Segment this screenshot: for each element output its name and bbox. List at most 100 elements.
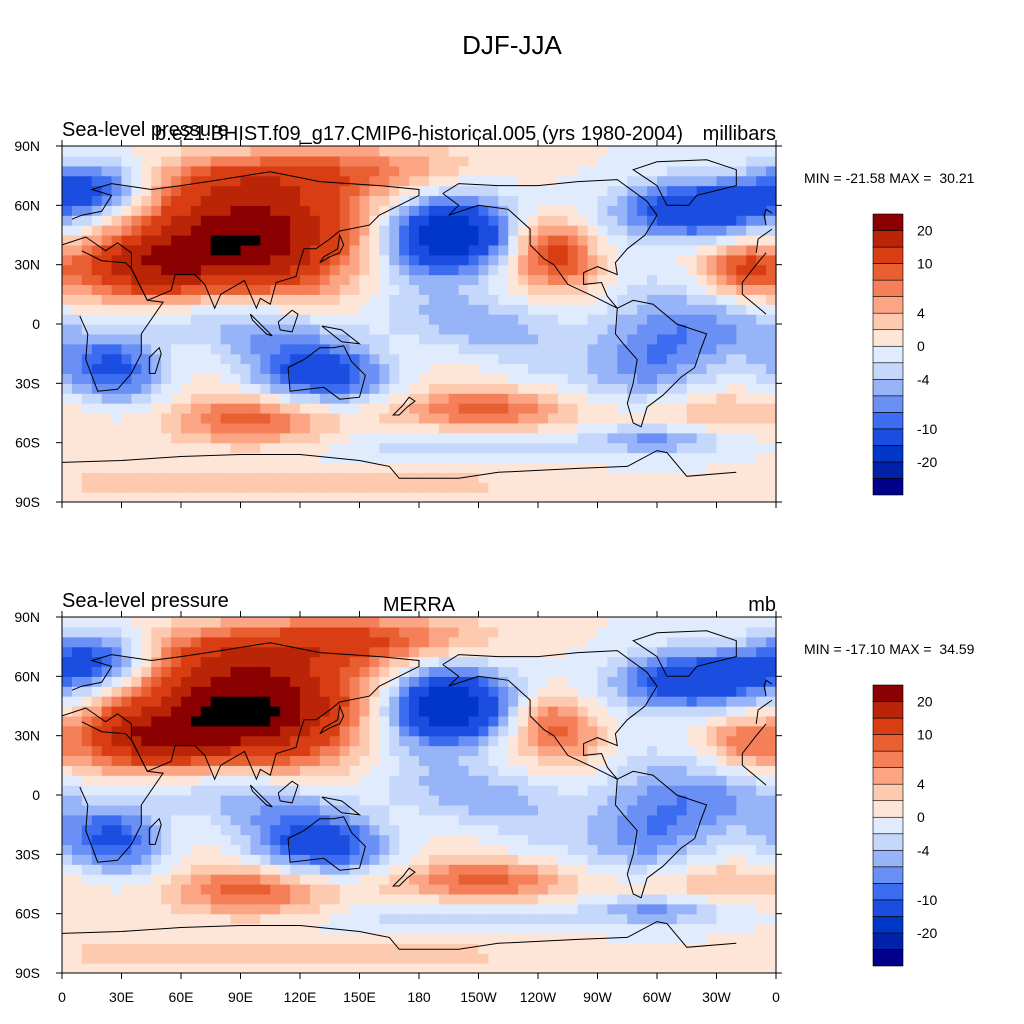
field-cell bbox=[359, 874, 371, 885]
field-cell bbox=[62, 482, 73, 493]
field-cell bbox=[627, 343, 638, 355]
field-cell bbox=[369, 442, 380, 454]
field-cell bbox=[597, 244, 609, 256]
field-cell bbox=[647, 676, 658, 687]
field-cell bbox=[607, 893, 618, 905]
field-cell bbox=[617, 696, 628, 707]
field-cell bbox=[607, 205, 618, 216]
field-cell bbox=[488, 706, 499, 717]
field-cell bbox=[488, 686, 499, 697]
field-cell bbox=[270, 913, 281, 925]
field-cell bbox=[508, 146, 519, 157]
field-cell bbox=[230, 834, 242, 846]
field-cell bbox=[369, 185, 380, 197]
field-cell bbox=[419, 413, 430, 424]
field-cell bbox=[528, 264, 539, 276]
field-cell bbox=[597, 785, 609, 796]
field-cell bbox=[657, 363, 668, 375]
field-cell bbox=[250, 666, 261, 677]
field-cell bbox=[518, 755, 529, 766]
field-cell bbox=[676, 715, 688, 727]
field-cell bbox=[518, 235, 529, 246]
field-cell bbox=[389, 834, 400, 846]
field-cell bbox=[190, 472, 202, 483]
field-cell bbox=[607, 765, 618, 776]
field-cell bbox=[538, 963, 549, 974]
field-cell bbox=[766, 185, 777, 197]
field-cell bbox=[637, 903, 648, 915]
field-cell bbox=[349, 195, 361, 206]
field-cell bbox=[339, 953, 351, 964]
field-cell bbox=[359, 795, 371, 806]
field-cell bbox=[696, 235, 708, 246]
field-cell bbox=[409, 343, 420, 355]
field-cell bbox=[547, 244, 559, 256]
field-cell bbox=[339, 304, 351, 315]
field-cell bbox=[300, 735, 311, 747]
field-cell bbox=[419, 314, 430, 325]
field-cell bbox=[280, 824, 291, 836]
field-cell bbox=[369, 353, 380, 365]
field-cell bbox=[438, 215, 450, 226]
field-cell bbox=[161, 676, 172, 687]
field-cell bbox=[597, 804, 609, 816]
field-cell bbox=[319, 953, 331, 964]
field-cell bbox=[91, 422, 103, 434]
field-cell bbox=[171, 795, 182, 806]
field-cell bbox=[260, 333, 271, 345]
field-cell bbox=[101, 893, 113, 905]
field-cell bbox=[538, 274, 549, 286]
colorbar-label: 10 bbox=[917, 256, 933, 272]
field-cell bbox=[220, 884, 232, 895]
field-cell bbox=[468, 884, 480, 895]
field-cell bbox=[81, 696, 93, 707]
field-cell bbox=[62, 195, 73, 206]
field-cell bbox=[230, 884, 242, 895]
field-cell bbox=[458, 225, 470, 236]
field-cell bbox=[319, 804, 331, 816]
field-cell bbox=[528, 775, 539, 786]
field-cell bbox=[270, 215, 281, 226]
field-cell bbox=[359, 854, 371, 865]
field-cell bbox=[220, 462, 232, 473]
field-cell bbox=[240, 205, 252, 216]
field-cell bbox=[428, 205, 440, 216]
field-cell bbox=[428, 854, 440, 865]
field-cell bbox=[81, 452, 93, 464]
field-cell bbox=[240, 656, 252, 668]
field-cell bbox=[478, 785, 490, 796]
field-cell bbox=[200, 333, 212, 345]
field-cell bbox=[369, 903, 380, 915]
field-cell bbox=[389, 824, 400, 836]
field-cell bbox=[508, 735, 519, 747]
field-cell bbox=[676, 482, 688, 493]
field-cell bbox=[657, 413, 668, 424]
field-cell bbox=[111, 165, 123, 177]
field-cell bbox=[448, 294, 460, 305]
field-cell bbox=[666, 333, 678, 345]
field-cell bbox=[240, 175, 252, 187]
field-cell bbox=[716, 294, 728, 305]
field-cell bbox=[369, 864, 380, 875]
field-cell bbox=[518, 864, 529, 875]
x-tick-label: 0 bbox=[58, 518, 66, 520]
field-cell bbox=[171, 304, 182, 315]
field-cell bbox=[359, 755, 371, 766]
field-cell bbox=[647, 274, 658, 286]
field-cell bbox=[62, 854, 73, 865]
field-cell bbox=[111, 765, 123, 776]
field-cell bbox=[567, 715, 579, 727]
field-cell bbox=[230, 617, 242, 628]
field-cell bbox=[141, 953, 152, 964]
field-cell bbox=[210, 314, 222, 325]
field-cell bbox=[101, 482, 113, 493]
field-cell bbox=[458, 903, 470, 915]
field-cell bbox=[62, 943, 73, 954]
field-cell bbox=[369, 715, 380, 727]
field-cell bbox=[250, 715, 261, 727]
field-cell bbox=[319, 745, 331, 757]
field-cell bbox=[676, 373, 688, 384]
field-cell bbox=[498, 205, 509, 216]
field-cell bbox=[448, 432, 460, 444]
field-cell bbox=[637, 864, 648, 875]
